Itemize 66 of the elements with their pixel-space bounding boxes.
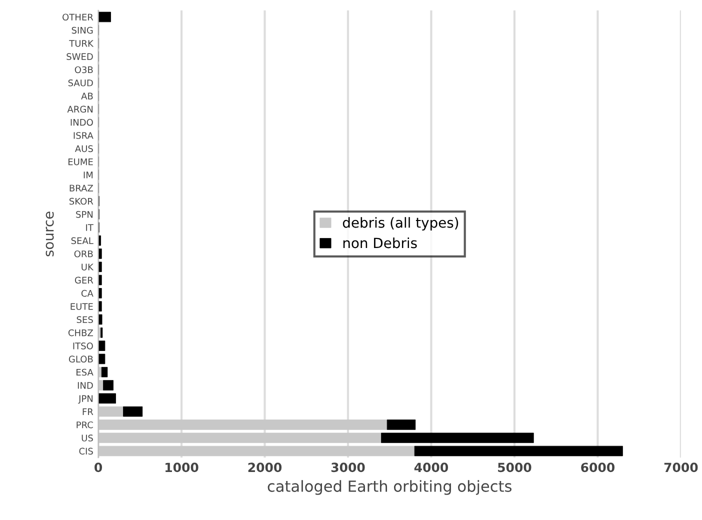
y-tick-label: GER xyxy=(74,276,94,284)
bar xyxy=(98,274,102,286)
y-tick-label: JPN xyxy=(78,395,93,404)
y-tick-label: IM xyxy=(84,172,93,178)
y-tick-label: SING xyxy=(72,26,93,34)
x-tick-label: 3000 xyxy=(331,462,365,472)
y-tick-label: OTHER xyxy=(62,14,94,21)
x-tick-label: 1000 xyxy=(166,462,198,472)
x-tick-label: 5000 xyxy=(498,462,532,472)
y-tick-label: FR xyxy=(82,408,94,415)
y-tick-label: CA xyxy=(81,290,94,297)
bar xyxy=(98,262,102,272)
bar xyxy=(98,288,102,298)
y-tick-label: ORB xyxy=(74,250,93,258)
y-tick-label: ARGN xyxy=(67,106,93,113)
bar xyxy=(101,366,108,378)
y-tick-label: EUME xyxy=(68,158,93,166)
y-tick-label: SKOR xyxy=(69,198,94,205)
bar xyxy=(98,393,116,404)
y-tick-label: IT xyxy=(86,224,94,231)
y-tick-label: SEAL xyxy=(71,237,94,244)
bar xyxy=(98,301,102,312)
x-axis-title: cataloged Earth orbiting objects xyxy=(268,480,512,495)
y-tick-label: BRAZ xyxy=(70,184,94,192)
bar xyxy=(98,406,124,417)
y-tick-label: US xyxy=(82,434,93,442)
x-tick-label: 4000 xyxy=(414,462,448,472)
bar xyxy=(381,432,534,444)
x-tick-label: 6000 xyxy=(581,462,614,472)
x-tick-label: 0 xyxy=(94,462,102,472)
y-tick-label: SAUD xyxy=(68,79,93,86)
y-tick-label: CHBZ xyxy=(68,329,94,336)
y-tick-label: GLOB xyxy=(68,356,93,363)
y-tick-label: SES xyxy=(76,316,93,324)
y-tick-label: SPN xyxy=(76,211,93,218)
y-tick-label: ITSO xyxy=(73,342,93,350)
bar xyxy=(123,406,143,417)
y-tick-label: IND xyxy=(78,382,93,389)
y-tick-label: CIS xyxy=(79,448,93,455)
bar xyxy=(98,12,111,22)
bar xyxy=(98,420,388,430)
bar xyxy=(98,314,102,325)
x-tick-label: 7000 xyxy=(664,462,698,472)
bar xyxy=(98,446,415,456)
y-tick-label: O3B xyxy=(74,66,93,74)
bar xyxy=(98,432,382,444)
y-tick-label: EUTE xyxy=(70,303,93,310)
legend-label: debris (all types) xyxy=(342,217,458,231)
y-tick-label: ISRA xyxy=(74,132,94,139)
bar xyxy=(386,420,416,430)
y-axis-title: source xyxy=(46,212,54,256)
y-tick-label: PRC xyxy=(76,421,93,428)
bar xyxy=(98,340,106,351)
bar xyxy=(98,354,106,364)
y-tick-label: AUS xyxy=(74,145,93,152)
legend-label: non Debris xyxy=(343,237,417,248)
y-tick-label: UK xyxy=(82,264,94,270)
bar xyxy=(414,446,623,456)
y-tick-label: AB xyxy=(81,92,93,100)
y-tick-label: SWED xyxy=(66,53,93,60)
x-tick-label: 2000 xyxy=(248,462,282,472)
bar xyxy=(103,380,114,390)
bar xyxy=(98,248,102,259)
y-tick-label: ESA xyxy=(76,368,94,376)
y-tick-label: TURK xyxy=(69,40,94,47)
y-tick-label: INDO xyxy=(70,118,93,126)
